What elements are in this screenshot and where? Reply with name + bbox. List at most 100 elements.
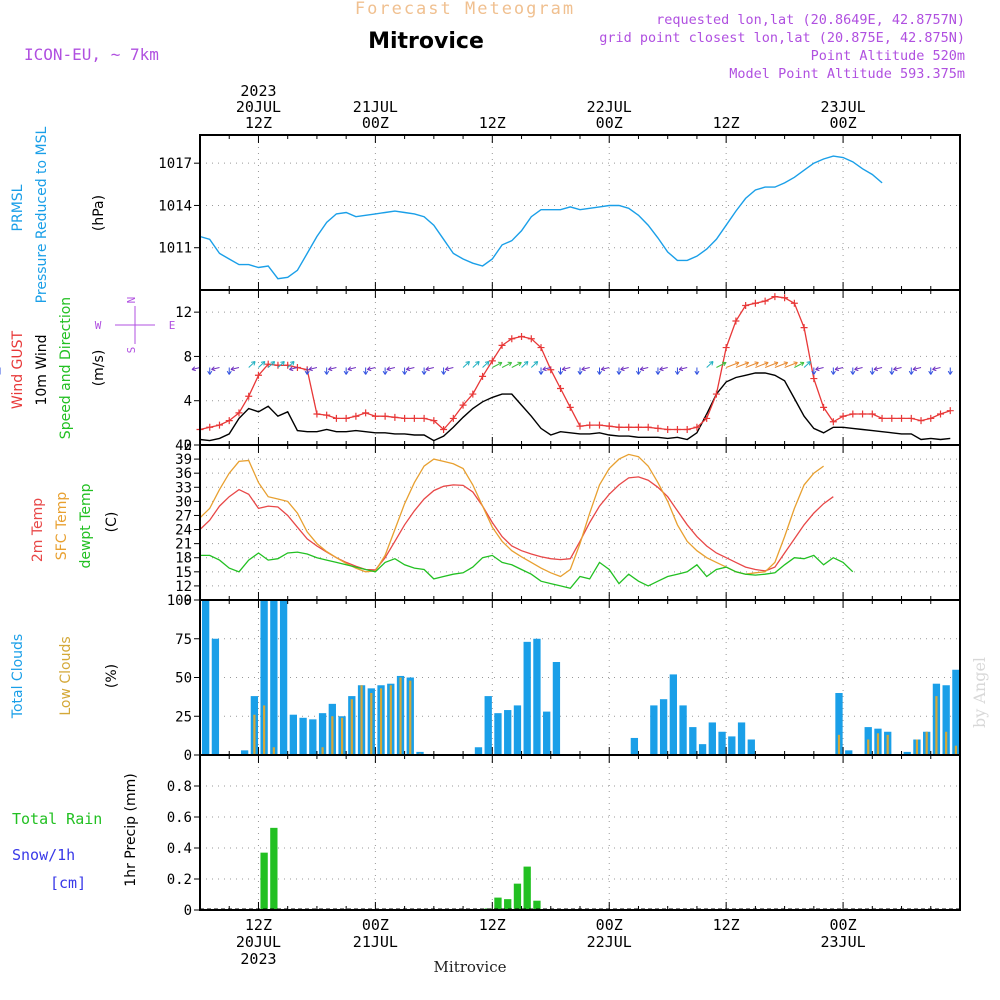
- wind-arrow-head: [773, 361, 779, 366]
- y-tick-label-wind: 12: [175, 305, 192, 321]
- pressure-line: [199, 155, 883, 280]
- y-tick-label-temp: 36: [175, 466, 192, 482]
- wind-arrow: [367, 367, 376, 370]
- axes: 1011101410170481291215182124273033363942…: [158, 134, 961, 919]
- total-cloud-bar: [543, 711, 551, 755]
- time-label-bottom: 00Z: [596, 916, 623, 934]
- y-tick-label-pressure: 1014: [158, 198, 192, 214]
- wind-arrow-head: [947, 370, 953, 375]
- total-cloud-bar: [630, 737, 639, 755]
- wind-arrow-head: [211, 366, 216, 372]
- wind-arrow-head: [363, 370, 369, 375]
- wind-arrow-head: [616, 370, 622, 375]
- gust-marker: [206, 423, 214, 431]
- wind-arrow-head: [793, 361, 798, 366]
- gust-marker: [781, 294, 789, 302]
- gust-marker: [459, 401, 467, 409]
- wind-arrow: [745, 362, 759, 368]
- wind-arrow-head: [734, 361, 740, 366]
- gust-marker: [420, 414, 428, 422]
- time-label-top: 00Z: [830, 114, 857, 132]
- gust-marker: [440, 426, 448, 433]
- wind-arrow: [230, 367, 240, 370]
- gust-marker: [293, 364, 301, 371]
- wind-arrow: [462, 361, 470, 368]
- total-cloud-bar: [679, 705, 687, 755]
- low-cloud-bar: [837, 734, 841, 755]
- wind-arrow-head: [191, 366, 196, 372]
- wind-arrow: [620, 367, 629, 370]
- time-label-bottom: 12Z: [245, 916, 272, 934]
- wind-arrow: [735, 362, 749, 368]
- y-tick-label-precip: 0: [184, 903, 192, 919]
- wind-arrow: [425, 367, 434, 370]
- total-clouds-label: Total Clouds: [10, 634, 26, 719]
- rain-bar: [260, 852, 268, 910]
- gust-marker: [771, 293, 779, 301]
- wind-arrow-head: [475, 361, 480, 366]
- temp-dew-label: dewpt Temp: [78, 483, 94, 568]
- wind-arrow: [386, 367, 395, 370]
- wind-arrow-head: [328, 366, 333, 372]
- low-cloud-bar: [321, 747, 324, 755]
- y-tick-label-wind: 8: [184, 349, 192, 365]
- low-clouds-label: Low Clouds: [58, 636, 74, 715]
- wind-arrow: [716, 362, 727, 368]
- wind-arrow-head: [932, 366, 937, 372]
- compass-w: W: [95, 319, 102, 332]
- temp2m-line: [199, 476, 834, 572]
- y-tick-label-temp: 27: [175, 508, 192, 524]
- gust-marker: [547, 366, 555, 374]
- gust-marker: [215, 421, 223, 429]
- time-label-top: 12Z: [479, 114, 506, 132]
- wind-arrow-head: [908, 370, 914, 375]
- wind-arrow: [211, 367, 220, 370]
- wind-arrow-head: [764, 361, 769, 366]
- y-tick-label-temp: 42: [175, 438, 192, 454]
- wind-dir-label: Speed and Direction: [58, 297, 74, 439]
- rain-bar: [494, 897, 502, 910]
- gust-marker: [625, 423, 633, 431]
- total-cloud-bar: [494, 713, 502, 755]
- wind-arrow-head: [289, 366, 294, 372]
- y-tick-label-clouds: 50: [175, 671, 192, 687]
- wind-arrow: [679, 367, 688, 370]
- total-cloud-bar: [260, 600, 268, 755]
- grid-lines: [200, 135, 960, 911]
- wind-arrow-head: [709, 361, 714, 366]
- gust-marker: [878, 414, 886, 422]
- wind-arrow: [248, 361, 256, 368]
- time-label-bottom: 2023: [240, 950, 276, 968]
- wind-arrow-head: [639, 366, 645, 372]
- total-cloud-bar: [513, 705, 522, 755]
- gust-marker: [508, 335, 516, 343]
- gust-marker: [391, 413, 399, 421]
- temp-unit: (C): [104, 512, 120, 533]
- gust-marker: [527, 335, 535, 343]
- wind-arrow: [511, 362, 522, 368]
- wind-arrow-head: [806, 361, 811, 366]
- total-cloud-bar: [318, 713, 327, 755]
- y-tick-label-wind: 4: [184, 394, 192, 410]
- y-tick-label-pressure: 1017: [158, 156, 192, 172]
- wind-arrow: [542, 367, 551, 370]
- y-tick-label-clouds: 75: [175, 632, 192, 648]
- wind-arrow: [794, 362, 805, 368]
- y-tick-label-temp: 9: [184, 593, 192, 609]
- gust-marker: [401, 414, 409, 422]
- gust-marker: [644, 423, 652, 431]
- gust-marker: [332, 414, 340, 422]
- wind-arrow: [501, 362, 512, 368]
- gust-marker: [254, 371, 262, 379]
- wind-arrow-head: [324, 370, 330, 375]
- gust-marker: [566, 403, 574, 411]
- gust-marker: [810, 375, 818, 383]
- time-label-bottom: 20JUL: [236, 933, 281, 951]
- total-cloud-bar: [952, 669, 960, 755]
- wind-arrow-head: [869, 370, 875, 375]
- temp-2m-label: 2m Temp: [30, 498, 46, 562]
- wind-arrow-head: [815, 366, 820, 372]
- gust-marker: [800, 324, 808, 332]
- low-cloud-bar: [945, 731, 948, 755]
